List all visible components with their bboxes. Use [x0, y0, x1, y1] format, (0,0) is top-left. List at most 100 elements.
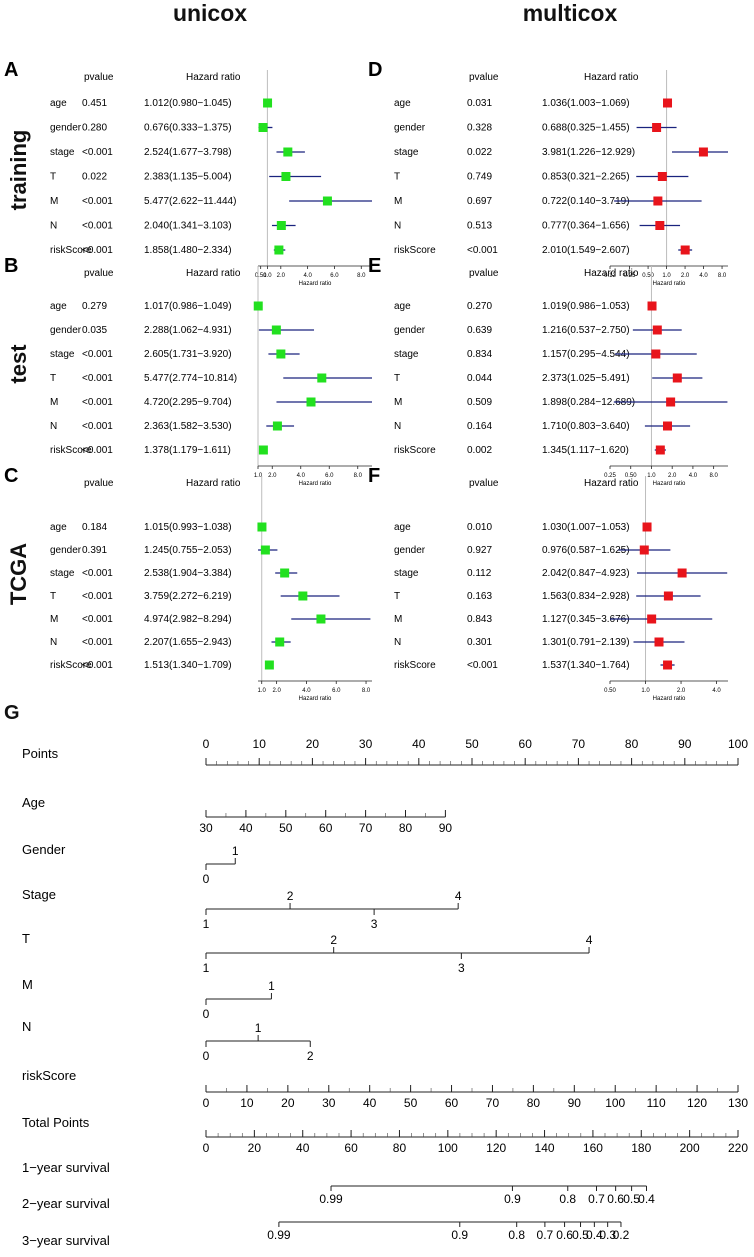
nomogram-label-age: Age	[22, 795, 45, 810]
level-label-t: 4	[586, 933, 593, 947]
panel-label-d: D	[368, 59, 382, 81]
hr-marker-f	[654, 637, 664, 647]
x-tick-label-d: 2.0	[681, 273, 690, 279]
hr-text-e: 2.373(1.025−5.491)	[542, 373, 630, 384]
pvalue-a: 0.022	[82, 172, 107, 183]
row-label-e: T	[394, 373, 400, 384]
row-label-b: riskScore	[50, 445, 92, 456]
pvalue-d: 0.022	[467, 147, 492, 158]
row-label-c: M	[50, 614, 58, 625]
pvalue-a: <0.001	[82, 196, 113, 207]
hr-text-a: 2.383(1.135−5.004)	[144, 172, 232, 183]
row-label-a: stage	[50, 147, 75, 158]
row-label-c: stage	[50, 568, 75, 579]
nomogram-label-t: T	[22, 931, 30, 946]
row-label-a: riskScore	[50, 245, 92, 256]
hr-text-f: 1.127(0.345−3.676)	[542, 614, 630, 625]
row-label-d: riskScore	[394, 245, 436, 256]
panel-label-a: A	[4, 59, 18, 81]
row-label-e: age	[394, 301, 411, 312]
row-label-e: gender	[394, 325, 426, 336]
row-label-b: N	[50, 421, 57, 432]
nomogram-label-points: Points	[22, 746, 59, 761]
row-label-c: riskScore	[50, 660, 92, 671]
tick-label-riskscore: 40	[363, 1096, 377, 1110]
hr-text-f: 1.030(1.007−1.053)	[542, 522, 630, 533]
level-label-n: 2	[307, 1049, 314, 1063]
hr-marker-f	[663, 591, 673, 601]
row-label-c: age	[50, 522, 67, 533]
hazard-ratio-header-c: Hazard ratio	[186, 478, 241, 489]
x-tick-label-c: 8.0	[362, 688, 371, 694]
hr-marker-f	[642, 522, 652, 532]
hazard-ratio-header-e: Hazard ratio	[584, 268, 639, 279]
nomogram-label-total-points: Total Points	[22, 1115, 90, 1130]
pvalue-e: 0.509	[467, 397, 492, 408]
tick-label-points: 90	[678, 737, 692, 751]
tick-label-total-points: 0	[203, 1141, 210, 1155]
hr-marker-f	[677, 568, 687, 578]
row-label-b: stage	[50, 349, 75, 360]
pvalue-e: 0.270	[467, 301, 492, 312]
pvalue-header-f: pvalue	[469, 478, 499, 489]
row-label-d: T	[394, 172, 400, 183]
row-label-e: M	[394, 397, 402, 408]
survival-tick-label-2-year-survival: 0.3	[599, 1228, 616, 1242]
tick-label-total-points: 100	[438, 1141, 458, 1155]
x-tick-label-a: 4.0	[303, 273, 312, 279]
tick-label-age: 80	[399, 821, 413, 835]
pvalue-c: <0.001	[82, 568, 113, 579]
hr-marker-b	[276, 349, 286, 359]
survival-tick-label-1-year-survival: 0.9	[504, 1192, 521, 1206]
pvalue-d: 0.697	[467, 196, 492, 207]
panel-label-f: F	[368, 465, 380, 487]
tick-label-points: 70	[572, 737, 586, 751]
pvalue-c: <0.001	[82, 660, 113, 671]
pvalue-header-e: pvalue	[469, 268, 499, 279]
hr-marker-b	[258, 445, 268, 455]
x-tick-label-d: 0.50	[642, 273, 654, 279]
x-tick-label-a: 2.0	[277, 273, 286, 279]
tick-label-total-points: 140	[535, 1141, 555, 1155]
pvalue-a: <0.001	[82, 245, 113, 256]
x-tick-label-e: 2.0	[668, 473, 677, 479]
x-tick-label-e: 1.0	[647, 473, 656, 479]
hr-marker-d	[698, 147, 708, 157]
tick-label-age: 40	[239, 821, 253, 835]
x-tick-label-e: 0.25	[604, 473, 616, 479]
hr-marker-d	[663, 98, 673, 108]
row-label-a: N	[50, 221, 57, 232]
hr-marker-b	[271, 325, 281, 335]
x-tick-label-c: 4.0	[302, 688, 311, 694]
hr-text-f: 0.976(0.587−1.625)	[542, 545, 630, 556]
hr-marker-a	[274, 245, 284, 255]
x-tick-label-b: 1.0	[254, 473, 263, 479]
tick-label-riskscore: 60	[445, 1096, 459, 1110]
panel-label-b: B	[4, 255, 18, 277]
hr-marker-e	[655, 445, 665, 455]
hr-text-b: 4.720(2.295−9.704)	[144, 397, 232, 408]
pvalue-a: 0.280	[82, 123, 107, 134]
x-axis-label-d: Hazard ratio	[653, 281, 686, 287]
hr-text-c: 4.974(2.982−8.294)	[144, 614, 232, 625]
row-label-d: M	[394, 196, 402, 207]
nomogram-label-3-year-survival: 3−year survival	[22, 1233, 110, 1248]
pvalue-c: 0.391	[82, 545, 107, 556]
hr-text-e: 1.157(0.295−4.544)	[542, 349, 630, 360]
nomogram-label-stage: Stage	[22, 887, 56, 902]
hr-text-a: 1.858(1.480−2.334)	[144, 245, 232, 256]
x-tick-label-a: 0.50	[255, 273, 267, 279]
hr-text-f: 1.301(0.791−2.139)	[542, 637, 630, 648]
pvalue-b: 0.035	[82, 325, 107, 336]
tick-label-points: 30	[359, 737, 373, 751]
hr-text-c: 1.015(0.993−1.038)	[144, 522, 232, 533]
pvalue-header-c: pvalue	[84, 478, 114, 489]
x-tick-label-f: 2.0	[677, 688, 686, 694]
hr-text-e: 1.019(0.986−1.053)	[542, 301, 630, 312]
nomogram-label-riskscore: riskScore	[22, 1068, 76, 1083]
hr-text-b: 1.378(1.179−1.611)	[144, 445, 231, 456]
hr-marker-c	[316, 614, 326, 624]
hr-marker-d	[657, 172, 667, 181]
hr-text-f: 2.042(0.847−4.923)	[542, 568, 630, 579]
row-label-a: T	[50, 172, 56, 183]
